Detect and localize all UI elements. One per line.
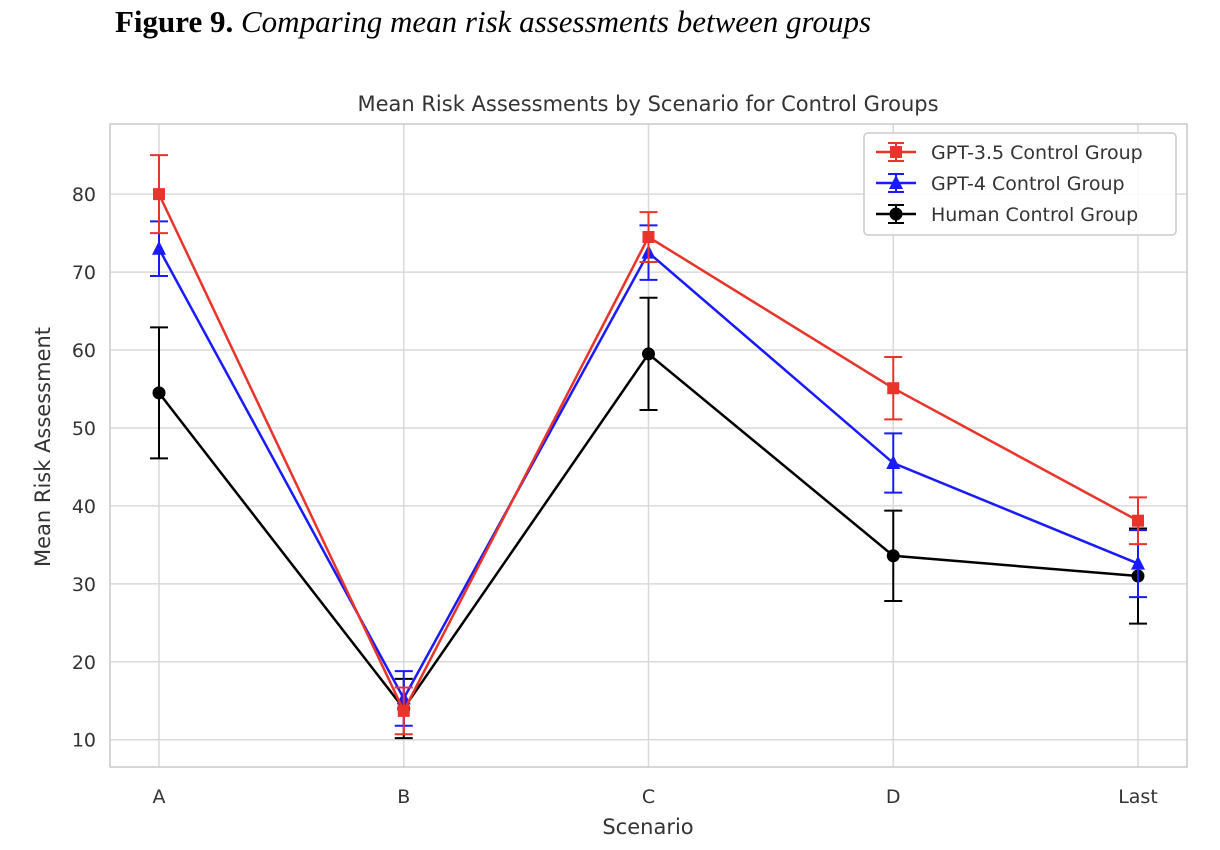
legend-box [863,132,1177,236]
x-tick-label: C [642,786,655,808]
legend-entry: GPT-3.5 Control Group [876,142,1143,164]
legend-label: GPT-4 Control Group [931,173,1125,195]
legend-entry: Human Control Group [876,204,1138,226]
legend-marker [889,175,903,189]
x-axis-label: Scenario [602,815,693,839]
data-point [153,188,165,201]
legend-label: GPT-3.5 Control Group [931,142,1143,164]
x-tick-label: D [886,786,901,808]
x-tick-label: Last [1118,786,1158,808]
data-point [886,455,901,470]
legend-label: Human Control Group [931,204,1138,226]
figure-label: Figure 9. [115,4,234,39]
plot-frame [109,123,1188,768]
y-tick-label: 50 [72,418,96,440]
y-tick-label: 10 [72,730,96,752]
x-axis-ticks: A B C D Last [153,786,1158,808]
figure-caption: Figure 9. Comparing mean risk assessment… [115,4,871,40]
y-tick-label: 60 [72,340,96,362]
series-layer [150,154,1147,740]
data-point [152,386,166,400]
data-point [886,549,900,563]
chart-title: Mean Risk Assessments by Scenario for Co… [357,92,938,116]
y-axis-label: Mean Risk Assessment [31,327,55,567]
data-point [397,704,410,717]
series-square [150,154,1147,736]
data-point [1132,514,1144,527]
legend-marker [890,146,902,158]
legend: GPT-3.5 Control Group GPT-4 Control Group… [863,132,1177,236]
x-tick-label: B [397,786,410,808]
x-tick-label: A [153,786,166,808]
y-tick-label: 40 [72,496,96,518]
data-point [1131,555,1145,570]
y-tick-label: 20 [72,652,96,674]
data-point [152,240,166,255]
data-point [642,231,655,244]
legend-entry: GPT-4 Control Group [876,173,1125,195]
y-tick-label: 80 [72,184,96,206]
y-tick-label: 30 [72,574,96,596]
y-tick-label: 70 [72,262,96,284]
data-point [887,382,900,395]
y-axis-ticks: 10 20 30 40 50 60 70 80 [72,184,96,752]
legend-marker [889,207,903,221]
series-circle [150,296,1147,740]
data-point [642,347,655,361]
figure-caption-text: Comparing mean risk assessments between … [241,4,872,39]
